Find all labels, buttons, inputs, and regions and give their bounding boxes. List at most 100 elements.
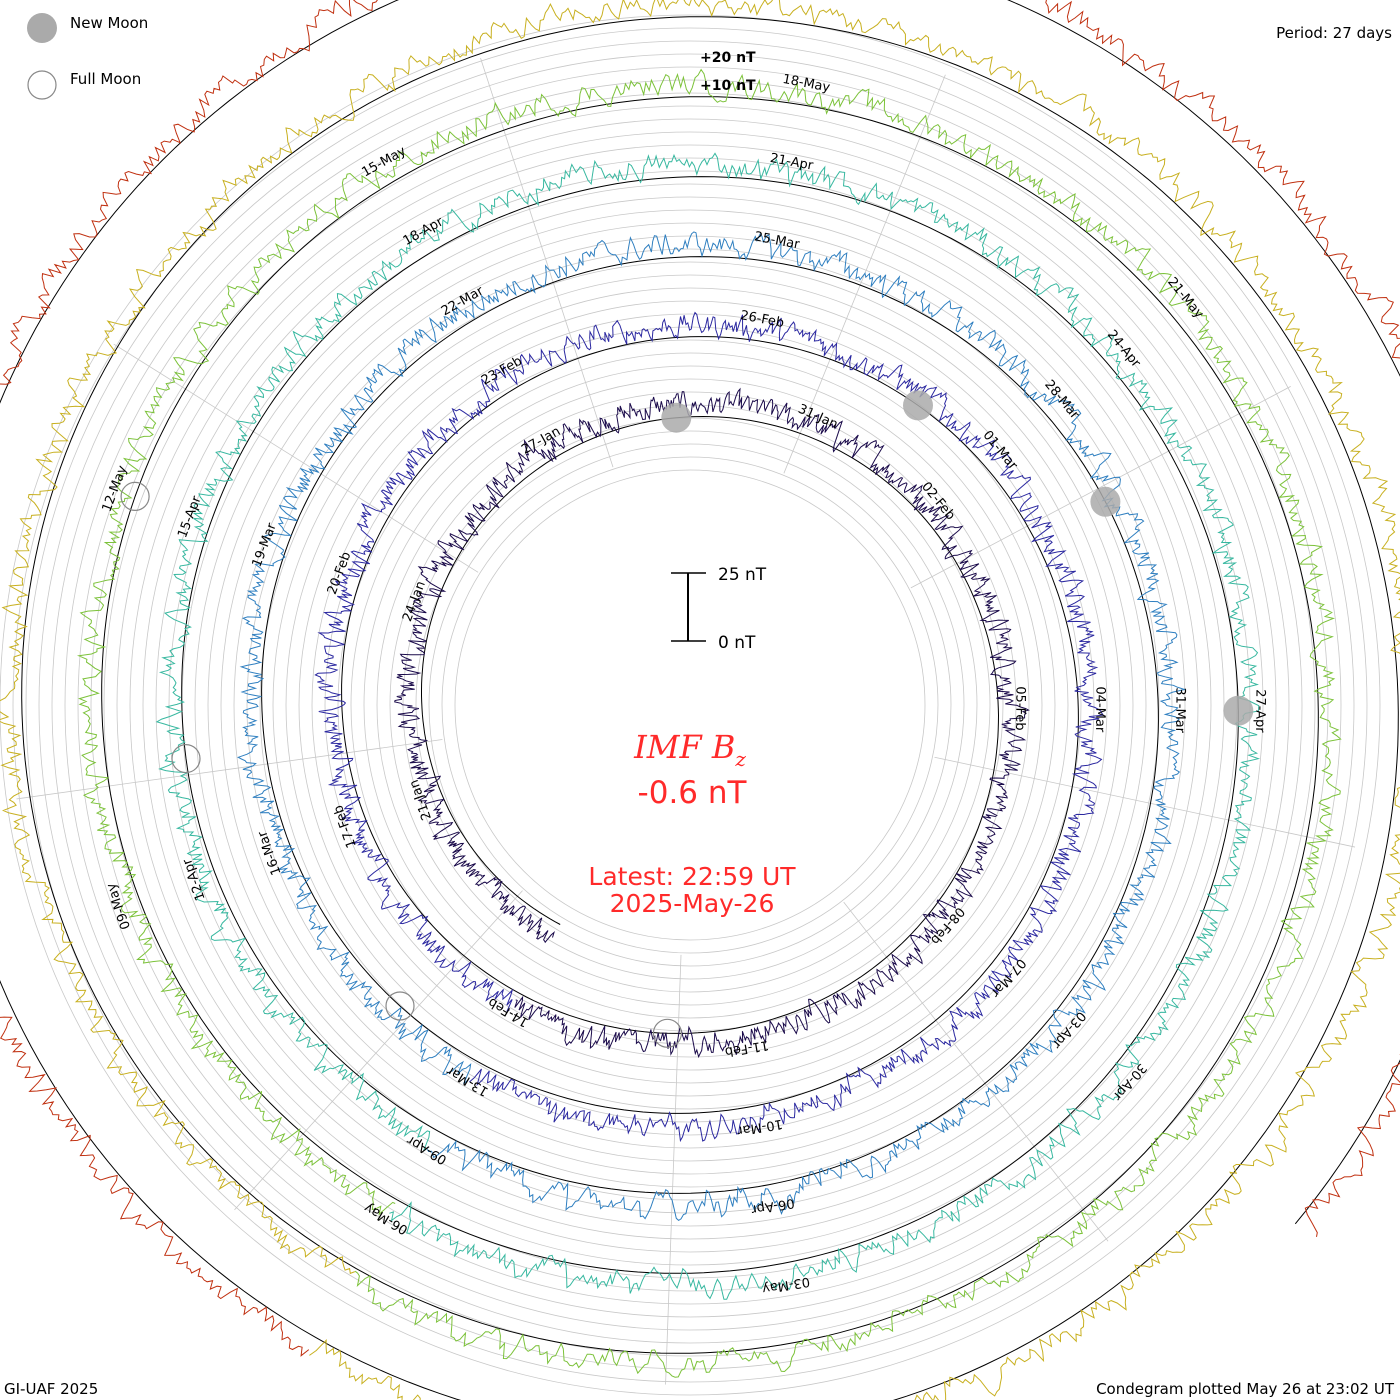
full-moon-marker: [652, 1018, 683, 1048]
series-turn-3: [237, 231, 1187, 1222]
grid-ring: [116, 131, 1264, 1279]
x-tick-label: 03-May: [761, 1273, 811, 1296]
x-tick-label: 04-Mar: [1092, 686, 1107, 733]
new-moon-marker: [1223, 695, 1254, 726]
chart-title-subscript: z: [734, 747, 746, 771]
period-label: Period: 27 days: [1276, 24, 1392, 42]
grid-spoke: [665, 954, 682, 1385]
x-tick-label: 06-May: [362, 1200, 411, 1238]
series-turn-7: [0, 0, 1400, 1357]
grid-ring: [12, 27, 1368, 1383]
footer-left: GI-UAF 2025: [4, 1380, 98, 1398]
x-tick-label: 02-Feb: [918, 479, 958, 523]
latest-date: 2025-May-26: [610, 889, 775, 918]
new-moon-marker: [1090, 486, 1121, 517]
new-moon-marker: [661, 402, 692, 433]
grid-ring: [454, 469, 926, 941]
x-tick-label: 15-Apr: [175, 493, 205, 540]
x-tick-label: 24-Apr: [1104, 327, 1144, 371]
grid-ring: [181, 196, 1199, 1214]
grid-ring: [25, 40, 1355, 1370]
grid-spoke: [234, 890, 523, 1211]
legend: New Moon Full Moon: [27, 13, 148, 100]
grid-ring: [259, 274, 1121, 1136]
scale-bar-bottom-label: 0 nT: [718, 633, 756, 653]
grid-ring: [363, 378, 1017, 1032]
full-moon-marker: [385, 991, 415, 1021]
full-moon-marker: [120, 481, 150, 511]
chart-title: IMF Bz: [633, 728, 746, 771]
grid-ring: [376, 391, 1004, 1019]
grid-ring: [441, 456, 939, 954]
grid-spoke: [113, 343, 479, 573]
center-readout: IMF Bz -0.6 nT Latest: 22:59 UT 2025-May…: [588, 728, 796, 918]
grid-spoke: [934, 756, 1356, 848]
ring-scale-label-20: +20 nT: [700, 50, 756, 66]
grid-spoke: [480, 57, 614, 468]
series-turn-1: [394, 387, 1030, 1059]
new-moon-legend-label: New Moon: [70, 14, 148, 32]
x-tick-label: 27-Apr: [1252, 689, 1267, 733]
grid-ring: [64, 79, 1316, 1331]
series-turn-2: [314, 311, 1105, 1143]
grid-ring: [51, 66, 1329, 1344]
new-moon-marker: [903, 390, 933, 421]
grid-ring: [129, 144, 1251, 1266]
grid-ring: [428, 443, 952, 967]
x-tick-label: 27-Jan: [519, 424, 563, 458]
grid-ring: [337, 352, 1043, 1058]
full-moon-marker: [171, 743, 201, 774]
scale-bar-top-label: 25 nT: [718, 565, 767, 585]
grid-spoke: [910, 386, 1291, 589]
latest-time: Latest: 22:59 UT: [588, 862, 796, 891]
grid-ring: [38, 53, 1342, 1357]
series-turn-5: [76, 68, 1342, 1378]
x-tick-label: 18-May: [781, 72, 831, 96]
x-tick-label: 31-Mar: [1172, 687, 1187, 734]
x-tick-label: 05-Feb: [1012, 686, 1027, 730]
grid-ring: [155, 170, 1225, 1240]
grid-ring: [220, 235, 1160, 1175]
x-tick-label: 17-Feb: [331, 803, 360, 850]
grid-ring: [272, 287, 1108, 1123]
grid-spoke: [16, 739, 443, 800]
x-tick-label: 06-Apr: [750, 1195, 796, 1217]
new-moon-legend-icon: [27, 13, 57, 43]
grid-ring: [389, 404, 991, 1006]
grid-ring: [90, 105, 1290, 1305]
grid-ring: [233, 248, 1147, 1162]
scale-bar: 25 nT 0 nT: [671, 565, 767, 653]
current-value: -0.6 nT: [638, 775, 748, 811]
x-tick-label: 24-Jan: [400, 579, 429, 624]
x-tick-label: 08-Feb: [927, 904, 967, 947]
grid-ring: [194, 209, 1186, 1201]
x-tick-label: 12-Apr: [180, 856, 209, 903]
grid-ring: [246, 261, 1134, 1149]
footer-right: Condegram plotted May 26 at 23:02 UT: [1096, 1380, 1395, 1398]
grid-ring: [103, 118, 1277, 1292]
grid-rings: [0, 14, 1381, 1396]
x-tick-label: 21-Apr: [769, 151, 815, 174]
x-tick-label: 11-Feb: [724, 1037, 770, 1059]
ring-scale-label-10: +10 nT: [700, 78, 756, 94]
grid-ring: [311, 326, 1069, 1084]
full-moon-legend-icon: [27, 70, 57, 100]
grid-ring: [207, 222, 1173, 1188]
x-tick-label: 10-Mar: [735, 1116, 783, 1138]
grid-ring: [0, 14, 1381, 1396]
full-moon-legend-label: Full Moon: [70, 70, 141, 88]
grid-ring: [350, 365, 1030, 1045]
grid-ring: [415, 430, 965, 980]
grid-ring: [285, 300, 1095, 1110]
x-tick-label: 09-Apr: [404, 1132, 450, 1167]
moon-markers: [120, 390, 1254, 1048]
grid-ring: [298, 313, 1082, 1097]
series-turn-4: [155, 152, 1261, 1300]
grid-ring: [324, 339, 1056, 1071]
grid-spoke: [843, 901, 1109, 1242]
